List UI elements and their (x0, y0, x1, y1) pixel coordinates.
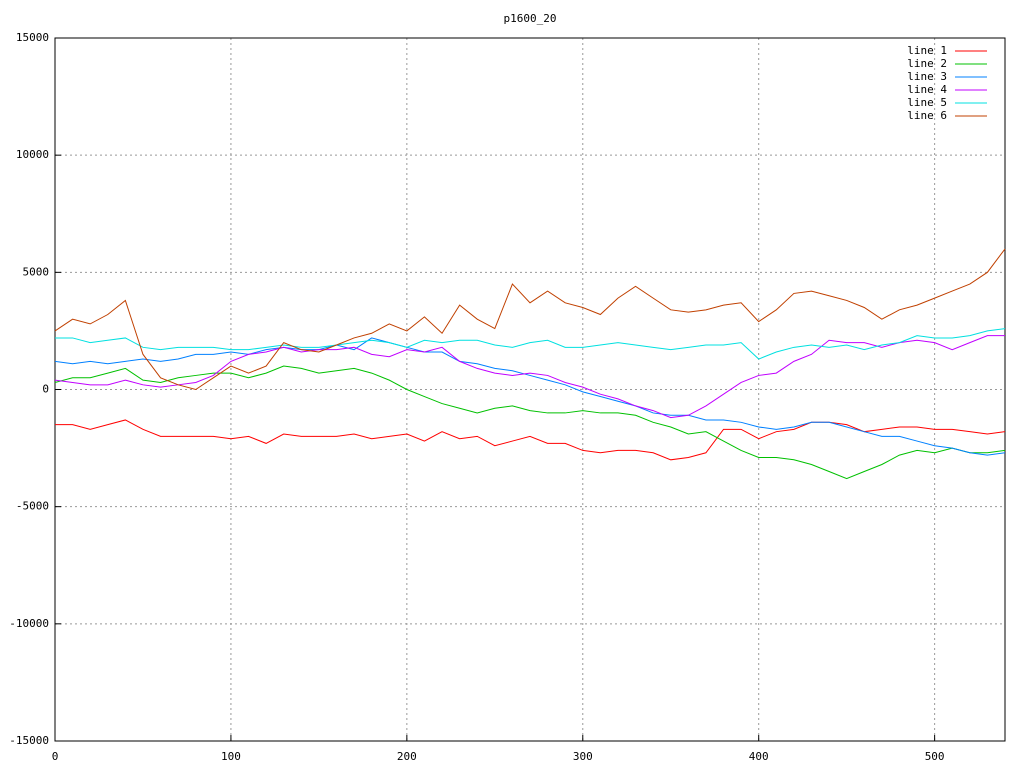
plot-frame (54, 37, 1006, 742)
x-tick-label: 500 (925, 750, 945, 763)
series-line (54, 337, 1006, 456)
x-tick-label: 0 (52, 750, 59, 763)
chart-title: p1600_20 (504, 12, 557, 25)
x-tick-label: 300 (573, 750, 593, 763)
legend-label: line 4 (907, 83, 947, 96)
legend-label: line 1 (907, 44, 947, 57)
series-line (55, 419, 1006, 461)
y-tick-label: -5000 (16, 500, 49, 513)
legend-label: line 3 (907, 70, 947, 83)
x-tick-label: 200 (397, 750, 417, 763)
y-tick-label: -15000 (9, 734, 49, 747)
y-tick-label: 0 (42, 383, 49, 396)
legend-label: line 2 (907, 57, 947, 70)
y-tick-label: -10000 (9, 617, 49, 630)
x-tick-label: 100 (221, 750, 241, 763)
series-line (54, 248, 1006, 391)
series-line (55, 328, 1006, 360)
series-line (54, 335, 1005, 419)
y-tick-label: 15000 (16, 31, 49, 44)
y-tick-label: 10000 (16, 148, 49, 161)
legend-label: line 5 (907, 96, 947, 109)
x-tick-label: 400 (749, 750, 769, 763)
y-tick-label: 5000 (23, 265, 50, 278)
legend-label: line 6 (907, 109, 947, 122)
series-line (54, 365, 1006, 480)
